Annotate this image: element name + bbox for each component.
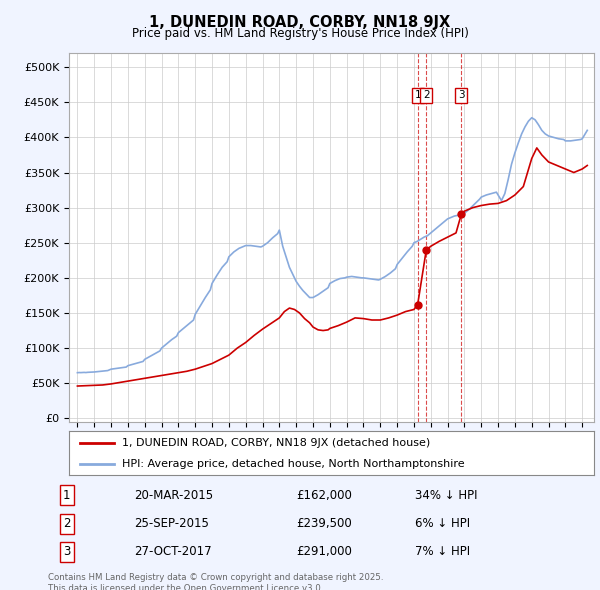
Text: 2: 2 — [423, 90, 430, 100]
Text: 1: 1 — [415, 90, 421, 100]
Text: 6% ↓ HPI: 6% ↓ HPI — [415, 517, 470, 530]
Text: £291,000: £291,000 — [296, 545, 352, 558]
Text: 7% ↓ HPI: 7% ↓ HPI — [415, 545, 470, 558]
Text: HPI: Average price, detached house, North Northamptonshire: HPI: Average price, detached house, Nort… — [121, 459, 464, 469]
Text: 1: 1 — [63, 489, 71, 502]
Text: £239,500: £239,500 — [296, 517, 352, 530]
Text: 20-MAR-2015: 20-MAR-2015 — [134, 489, 214, 502]
Text: 3: 3 — [458, 90, 465, 100]
Text: 1, DUNEDIN ROAD, CORBY, NN18 9JX (detached house): 1, DUNEDIN ROAD, CORBY, NN18 9JX (detach… — [121, 438, 430, 448]
Text: 1, DUNEDIN ROAD, CORBY, NN18 9JX: 1, DUNEDIN ROAD, CORBY, NN18 9JX — [149, 15, 451, 30]
Text: 25-SEP-2015: 25-SEP-2015 — [134, 517, 209, 530]
Text: 27-OCT-2017: 27-OCT-2017 — [134, 545, 212, 558]
Text: Price paid vs. HM Land Registry's House Price Index (HPI): Price paid vs. HM Land Registry's House … — [131, 27, 469, 40]
Text: Contains HM Land Registry data © Crown copyright and database right 2025.
This d: Contains HM Land Registry data © Crown c… — [48, 573, 383, 590]
Text: 2: 2 — [63, 517, 71, 530]
Text: 34% ↓ HPI: 34% ↓ HPI — [415, 489, 478, 502]
Text: 3: 3 — [63, 545, 71, 558]
Text: £162,000: £162,000 — [296, 489, 352, 502]
